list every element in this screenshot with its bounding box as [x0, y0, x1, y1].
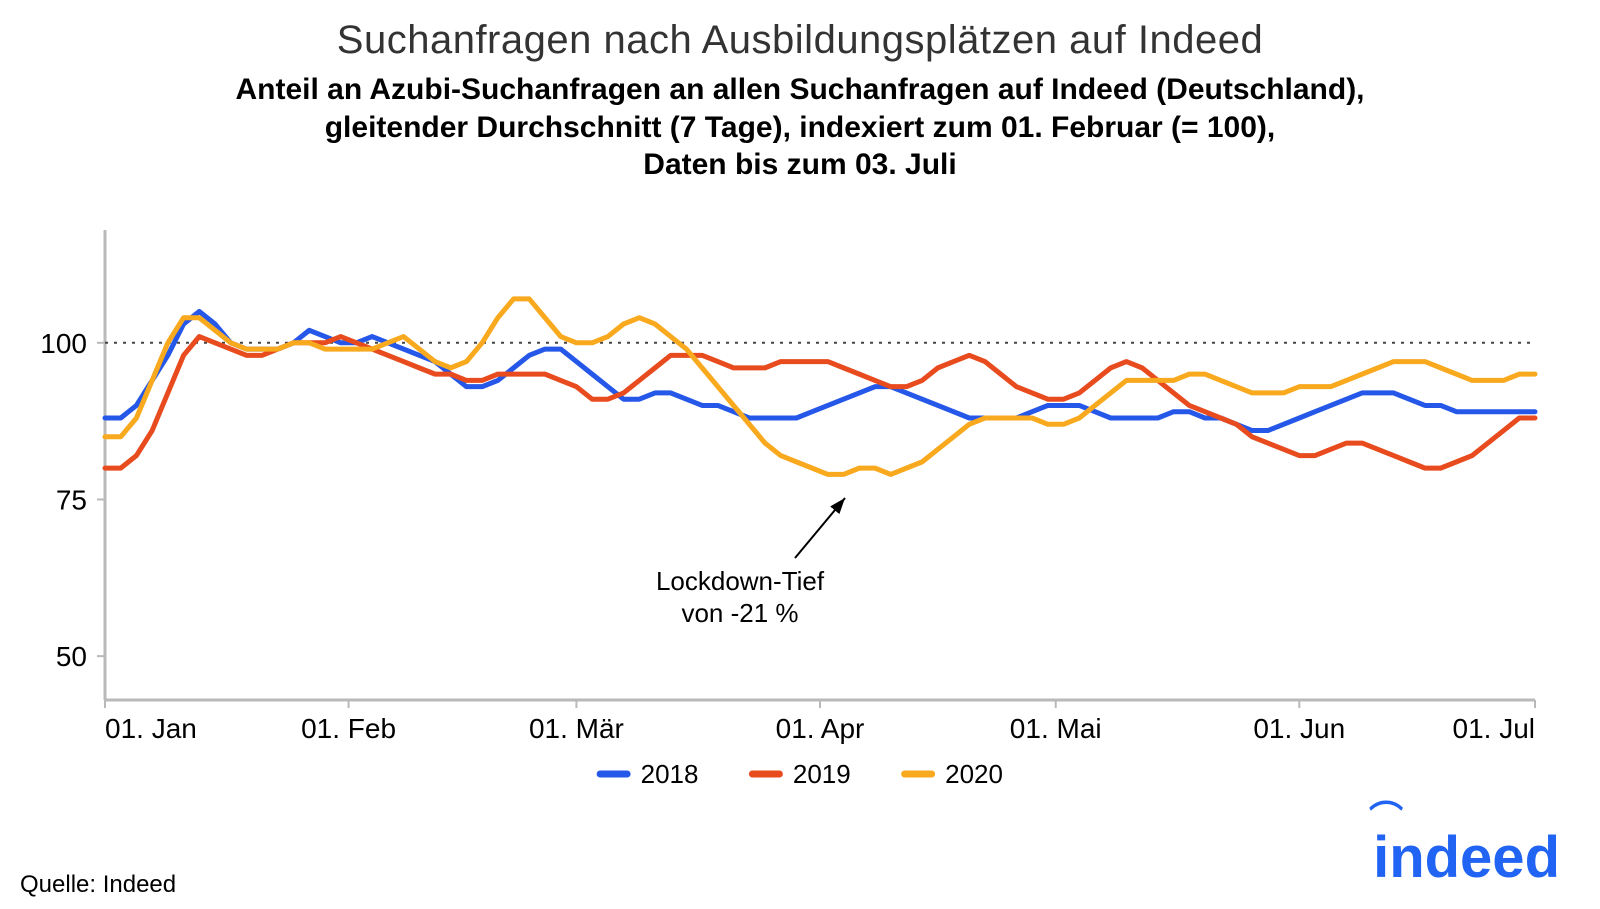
- series-2018: [105, 311, 1535, 430]
- legend-swatch-2020: [901, 771, 935, 778]
- x-tick-label: 01. Apr: [776, 713, 865, 744]
- series-2020: [105, 299, 1535, 474]
- x-tick-label: 01. Mär: [529, 713, 624, 744]
- legend-label-2019: 2019: [793, 759, 851, 789]
- legend-swatch-2019: [749, 771, 783, 778]
- series-2019: [105, 337, 1535, 469]
- legend-label-2018: 2018: [641, 759, 699, 789]
- annotation-arrow: [795, 498, 845, 558]
- source-label: Quelle: Indeed: [20, 871, 176, 899]
- line-chart: 50 75 100 01. Jan 01. Feb 01. Mär 01. Apr 01. M…: [0, 0, 1600, 909]
- legend-label-2020: 2020: [945, 759, 1003, 789]
- x-tick-label: 01. Jan: [105, 713, 197, 744]
- x-tick-label: 01. Jul: [1453, 713, 1536, 744]
- x-tick-label: 01. Feb: [301, 713, 396, 744]
- x-tick-label: 01. Mai: [1010, 713, 1102, 744]
- legend-swatch-2018: [597, 771, 631, 778]
- y-tick-label: 50: [56, 641, 87, 672]
- y-tick-label: 75: [56, 484, 87, 515]
- annotation-text-line-0: Lockdown-Tief: [656, 566, 825, 596]
- y-tick-label: 100: [40, 328, 87, 359]
- x-tick-label: 01. Jun: [1253, 713, 1345, 744]
- annotation-text-line-1: von -21 %: [681, 598, 798, 628]
- indeed-logo: ⌒ indeed: [1373, 824, 1560, 891]
